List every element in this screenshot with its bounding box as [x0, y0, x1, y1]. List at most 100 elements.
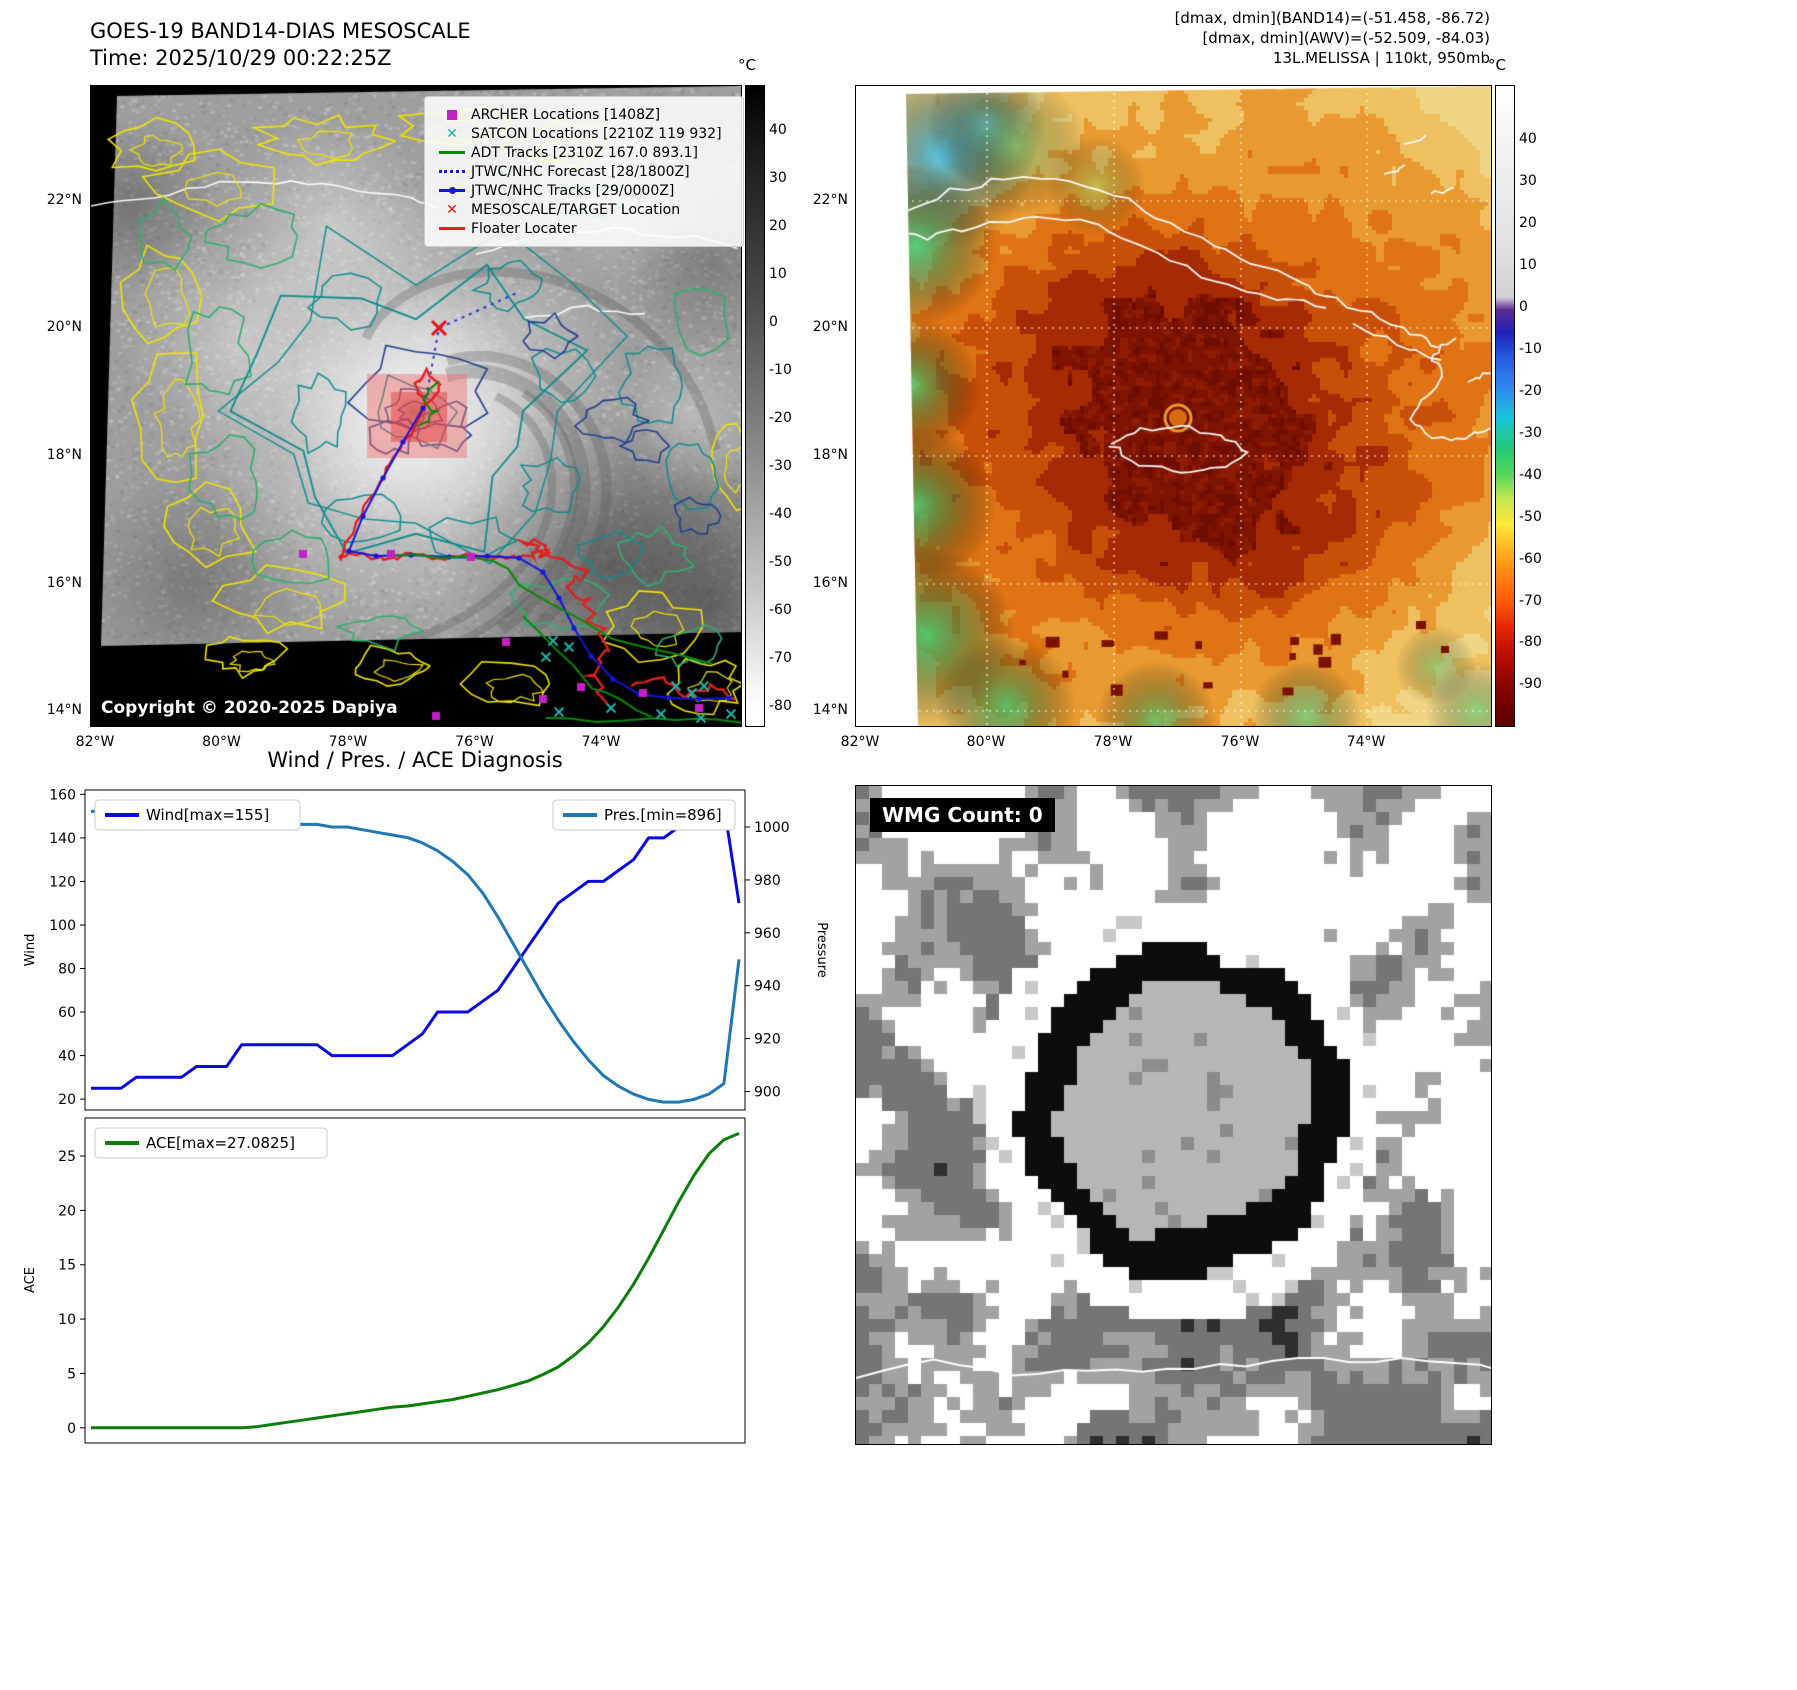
chart-tick-label: 120 — [49, 874, 76, 890]
pressure-legend-label: Pres.[min=896] — [604, 806, 722, 824]
awv-satellite-image — [856, 86, 1491, 726]
chart-tick-label: 0 — [67, 1421, 76, 1437]
chart-tick-label: 20 — [58, 1203, 76, 1219]
ace-legend — [94, 1127, 328, 1159]
chart-tick-label: 25 — [58, 1149, 76, 1165]
awv-header: [dmax, dmin](BAND14)=(-51.458, -86.72) [… — [990, 8, 1490, 68]
awv-lat-tick: 22°N — [812, 192, 848, 208]
wmg-image — [856, 786, 1491, 1444]
pressure-axis-label: Pressure — [814, 922, 829, 978]
diagnosis-title: Wind / Pres. / ACE Diagnosis — [267, 748, 563, 772]
band14-title-line2: Time: 2025/10/29 00:22:25Z — [90, 46, 392, 70]
band14-colorbar-tick: 10 — [769, 266, 787, 283]
legend-item: JTWC/NHC Forecast [28/1800Z] — [433, 162, 735, 181]
legend-label: SATCON Locations [2210Z 119 932] — [471, 125, 722, 142]
ace-legend-label: ACE[max=27.0825] — [146, 1134, 295, 1152]
x-marker-icon: ✕ — [446, 201, 458, 218]
awv-colorbar-tick: 10 — [1519, 257, 1537, 274]
chart-tick-label: 15 — [58, 1258, 76, 1274]
pressure-legend — [552, 799, 736, 831]
awv-colorbar-tick: 0 — [1519, 299, 1528, 316]
ace-axis-label: ACE — [23, 1267, 38, 1293]
ace-series-line — [91, 1132, 740, 1430]
band14-lat-tick: 20°N — [46, 319, 82, 335]
chart-tick-label: 920 — [754, 1032, 781, 1048]
awv-colorbar-tick: 20 — [1519, 215, 1537, 232]
wmg-panel: WMG Count: 0 — [855, 785, 1492, 1445]
band14-lon-tick: 80°W — [202, 734, 241, 750]
awv-colorbar-tick: -40 — [1519, 466, 1542, 483]
awv-colorbar-tick: 30 — [1519, 173, 1537, 190]
line-marker-icon — [433, 227, 471, 230]
legend-item: Floater Locater — [433, 219, 735, 238]
awv-colorbar-tick: -80 — [1519, 634, 1542, 651]
awv-colorbar-tick: -30 — [1519, 424, 1542, 441]
pressure-series-line — [91, 809, 741, 1104]
awv-lat-tick: 18°N — [812, 447, 848, 463]
chart-tick-label: 20 — [58, 1092, 76, 1108]
awv-colorbar-tick: -50 — [1519, 508, 1542, 525]
awv-lat-tick: 14°N — [812, 702, 848, 718]
awv-lon-tick: 76°W — [1220, 734, 1260, 750]
legend-label: MESOSCALE/TARGET Location — [471, 201, 681, 218]
band14-lon-tick: 82°W — [75, 734, 115, 750]
line-dot-marker-icon — [433, 187, 471, 194]
awv-lon-tick: 78°W — [1093, 734, 1133, 750]
awv-colorbar-tick: 40 — [1519, 131, 1537, 148]
chart-tick-label: 100 — [49, 918, 76, 934]
band14-title: GOES-19 BAND14-DIAS MESOSCALE Time: 2025… — [90, 18, 471, 72]
wind-legend — [94, 799, 301, 831]
band14-lat-tick: 14°N — [46, 702, 82, 718]
band14-colorbar-tick: -40 — [769, 505, 792, 522]
wmg-count-label: WMG Count: 0 — [870, 798, 1055, 832]
band14-lat-tick: 22°N — [46, 192, 82, 208]
awv-colorbar-tick: -90 — [1519, 676, 1542, 693]
chart-tick-label: 960 — [754, 926, 781, 942]
awv-lon-tick: 80°W — [966, 734, 1006, 750]
awv-lat-tick: 16°N — [812, 575, 848, 591]
band14-lon-tick: 74°W — [581, 734, 621, 750]
legend-item: ARCHER Locations [1408Z] — [433, 105, 735, 124]
band14-title-line1: GOES-19 BAND14-DIAS MESOSCALE — [90, 19, 471, 43]
awv-colorbar-tick: -60 — [1519, 550, 1542, 567]
awv-colorbar — [1495, 85, 1515, 727]
band14-colorbar-tick: 20 — [769, 218, 787, 235]
legend-label: Floater Locater — [471, 220, 577, 237]
band14-colorbar-tick: 0 — [769, 314, 778, 330]
awv-colorbar-unit: °C — [1488, 56, 1506, 74]
chart-tick-label: 10 — [58, 1312, 76, 1328]
legend-item: ✕ MESOSCALE/TARGET Location — [433, 200, 735, 219]
awv-colorbar-tick: -10 — [1519, 341, 1542, 358]
band14-colorbar-tick: 30 — [769, 170, 787, 187]
band14-colorbar-tick: 40 — [769, 122, 787, 139]
legend-label: JTWC/NHC Tracks [29/0000Z] — [471, 182, 675, 199]
band14-panel: ARCHER Locations [1408Z] ✕ SATCON Location… — [90, 85, 744, 727]
awv-colorbar-tick: -70 — [1519, 592, 1542, 609]
band14-colorbar-tick: -30 — [769, 457, 792, 474]
x-marker-icon: ✕ — [446, 125, 458, 142]
band14-colorbar-tick: -20 — [769, 409, 792, 426]
band14-lon-tick: 78°W — [328, 734, 368, 750]
legend-label: JTWC/NHC Forecast [28/1800Z] — [471, 163, 690, 180]
legend-item: ADT Tracks [2310Z 167.0 893.1] — [433, 143, 735, 162]
band14-colorbar-unit: °C — [738, 56, 756, 74]
copyright-text: Copyright © 2020-2025 Dapiya — [101, 698, 398, 718]
band14-colorbar-tick: -50 — [769, 553, 792, 570]
band14-colorbar-tick: -10 — [769, 361, 792, 378]
band14-lon-tick: 76°W — [455, 734, 494, 750]
awv-header-line1: [dmax, dmin](BAND14)=(-51.458, -86.72) — [1174, 9, 1490, 27]
wind-legend-label: Wind[max=155] — [146, 806, 269, 824]
line-marker-icon — [433, 151, 471, 154]
awv-colorbar-tick: -20 — [1519, 382, 1542, 399]
band14-colorbar-tick: -80 — [769, 697, 792, 714]
chart-tick-label: 80 — [58, 962, 76, 978]
band14-legend: ARCHER Locations [1408Z] ✕ SATCON Location… — [424, 96, 744, 247]
legend-item: JTWC/NHC Tracks [29/0000Z] — [433, 181, 735, 200]
ace-chart-frame — [84, 1117, 746, 1444]
band14-colorbar — [745, 85, 765, 727]
chart-tick-label: 5 — [67, 1366, 76, 1382]
wind-axis-label: Wind — [23, 934, 38, 967]
awv-header-line3: 13L.MELISSA | 110kt, 950mb — [1272, 49, 1490, 67]
band14-colorbar-tick: -70 — [769, 649, 792, 666]
